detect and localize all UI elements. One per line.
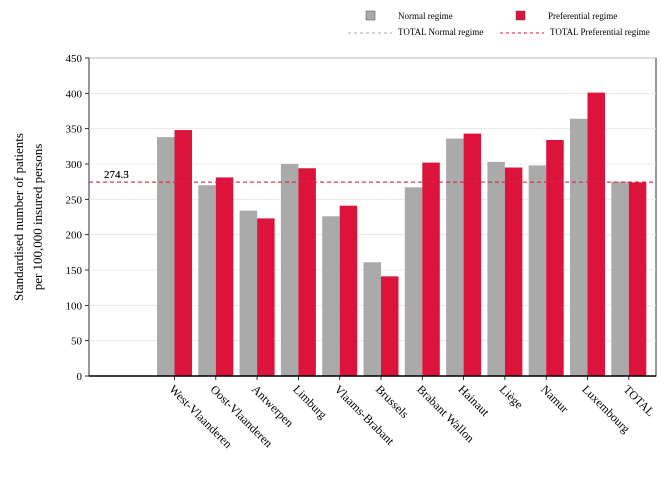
bar-normal-regime bbox=[611, 181, 629, 376]
bar-normal-regime bbox=[239, 210, 258, 376]
legend-label-normal: Normal regime bbox=[398, 11, 453, 21]
bars bbox=[157, 92, 647, 377]
x-axis: West-VlaanderenOost-VlaanderenAntwerpenL… bbox=[89, 375, 658, 451]
legend-label-total-preferential: TOTAL Preferential regime bbox=[550, 27, 650, 37]
bar-preferential-regime bbox=[381, 276, 399, 376]
x-tick-label: Hainaut bbox=[455, 382, 492, 419]
bar-normal-regime bbox=[404, 187, 423, 376]
y-tick-label: 100 bbox=[66, 300, 83, 312]
bar-normal-regime bbox=[487, 161, 505, 376]
x-tick-label: Liège bbox=[497, 382, 526, 411]
bar-preferential-regime bbox=[628, 182, 647, 376]
bar-preferential-regime bbox=[422, 162, 440, 376]
legend-label-total-normal: TOTAL Normal regime bbox=[398, 27, 483, 37]
x-tick-label: TOTAL bbox=[621, 382, 658, 419]
y-tick-label: 50 bbox=[71, 336, 83, 348]
bar-normal-regime bbox=[528, 165, 547, 376]
y-tick-label: 450 bbox=[66, 53, 83, 65]
x-tick-label: Limburg bbox=[290, 382, 329, 421]
bar-preferential-regime bbox=[504, 167, 523, 376]
y-tick-label: 250 bbox=[66, 194, 83, 206]
bar-preferential-regime bbox=[215, 177, 234, 376]
x-tick-label: Brussels bbox=[373, 382, 412, 421]
bar-preferential-regime bbox=[546, 139, 564, 376]
bar-normal-regime bbox=[280, 164, 299, 376]
legend: Normal regime Preferential regime TOTAL … bbox=[348, 10, 650, 37]
bar-preferential-regime bbox=[257, 218, 275, 376]
bar-normal-regime bbox=[198, 185, 216, 376]
y-axis: 0 50 100 150 200 250 300 350 400 450 bbox=[66, 53, 89, 383]
y-tick-label: 300 bbox=[66, 159, 83, 171]
legend-label-preferential: Preferential regime bbox=[548, 11, 617, 21]
legend-swatch-preferential bbox=[515, 10, 526, 21]
bar-normal-regime bbox=[570, 118, 588, 377]
y-tick-label: 400 bbox=[66, 88, 83, 100]
bar-preferential-regime bbox=[174, 130, 192, 376]
bar-normal-regime bbox=[157, 137, 175, 376]
bar-preferential-regime bbox=[463, 133, 482, 376]
y-tick-label: 0 bbox=[77, 371, 83, 383]
bar-preferential-regime bbox=[339, 205, 358, 376]
bar-normal-regime bbox=[363, 262, 381, 376]
bar-preferential-regime bbox=[587, 92, 605, 377]
reference-label-total-normal: 274.5 bbox=[104, 169, 129, 181]
bar-normal-regime bbox=[446, 138, 464, 376]
legend-swatch-normal bbox=[365, 10, 376, 21]
y-axis-title-line2: per 100,000 insured persons bbox=[30, 144, 45, 291]
bar-preferential-regime bbox=[298, 168, 316, 376]
y-tick-label: 150 bbox=[66, 265, 83, 277]
y-tick-label: 200 bbox=[66, 230, 83, 242]
y-axis-title-line1: Standardised number of patients bbox=[11, 133, 26, 301]
reference-label-total-preferential: 274.3 bbox=[104, 169, 129, 181]
x-tick-label: Namur bbox=[538, 382, 571, 415]
bar-normal-regime bbox=[322, 216, 340, 376]
y-tick-label: 350 bbox=[66, 124, 83, 136]
